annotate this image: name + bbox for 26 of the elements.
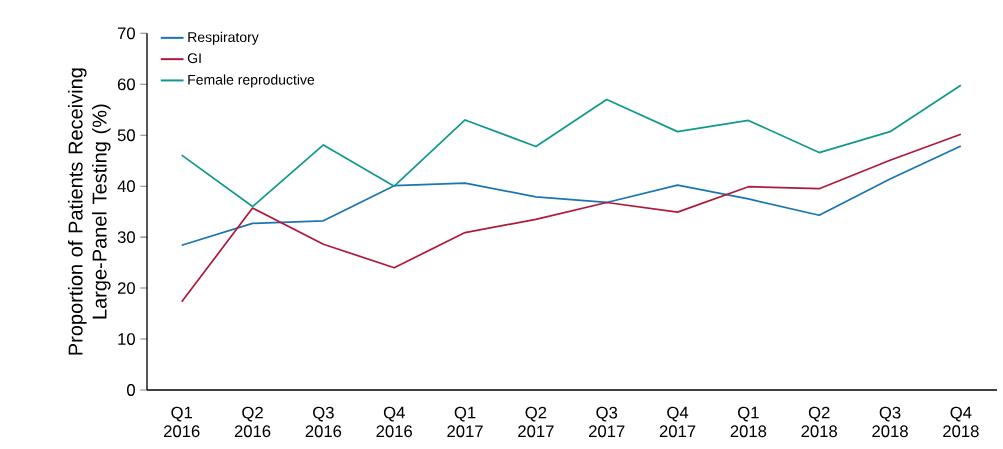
x-tick-label: Q2 2016 [234,406,271,438]
line-series [180,145,962,247]
y-tick-label: 20 [117,282,135,294]
x-tick-label: Q2 2018 [801,406,838,438]
y-tick-label: 60 [117,78,135,91]
y-axis-title: Proportion of Patients Receiving Large-Panel Testing (%) [67,68,111,355]
x-tick-label: Q3 2017 [589,406,625,438]
x-tick-label: Q1 2016 [164,406,200,438]
x-tick-label: Q4 2017 [659,406,696,438]
y-tick-label: 70 [117,27,135,40]
legend-label: Female reproductive [188,74,315,88]
line-series [180,133,962,303]
x-tick-label: Q1 2018 [730,406,767,438]
y-tick-label: 10 [118,333,135,345]
legend-label: GI [187,53,201,64]
y-tick-label: 30 [117,231,135,244]
x-tick-label: Q3 2018 [872,406,908,438]
y-tick-label: 40 [117,180,135,193]
x-tick-label: Q4 2016 [376,406,413,438]
y-tick-label: 50 [117,129,135,142]
legend-label: Respiratory [188,31,259,45]
y-tick-label: 0 [127,384,135,396]
x-tick-label: Q4 2018 [943,406,979,438]
x-tick-label: Q3 2016 [305,406,342,438]
x-tick-label: Q2 2017 [518,406,554,438]
x-tick-label: Q1 2017 [447,406,483,438]
